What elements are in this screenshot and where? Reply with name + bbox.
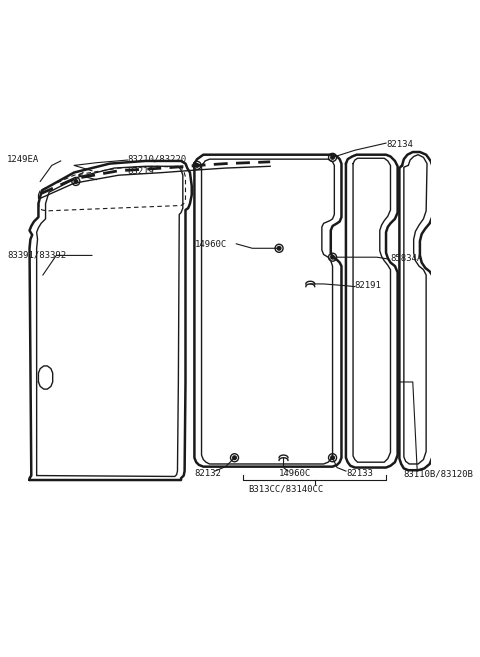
Text: 14960C: 14960C [194, 240, 227, 249]
Text: 82133: 82133 [346, 469, 373, 478]
Circle shape [331, 156, 335, 159]
Text: 83391/83392: 83391/83392 [7, 251, 66, 260]
Text: 83110B/83120B: 83110B/83120B [404, 469, 474, 478]
Text: 82132: 82132 [194, 469, 221, 478]
Text: B313CC/83140CC: B313CC/83140CC [248, 484, 323, 493]
Circle shape [331, 456, 335, 459]
Circle shape [277, 246, 281, 250]
Text: 83219: 83219 [128, 167, 155, 176]
Circle shape [74, 179, 78, 183]
Text: 85834A: 85834A [391, 254, 423, 263]
Circle shape [233, 456, 236, 459]
Text: 82134: 82134 [386, 141, 413, 149]
Circle shape [331, 256, 335, 259]
Text: 82191: 82191 [354, 281, 381, 290]
Circle shape [195, 164, 199, 167]
Text: 14960C: 14960C [279, 469, 312, 478]
Text: 83210/83220: 83210/83220 [128, 154, 187, 164]
Text: 1249EA: 1249EA [7, 154, 39, 164]
